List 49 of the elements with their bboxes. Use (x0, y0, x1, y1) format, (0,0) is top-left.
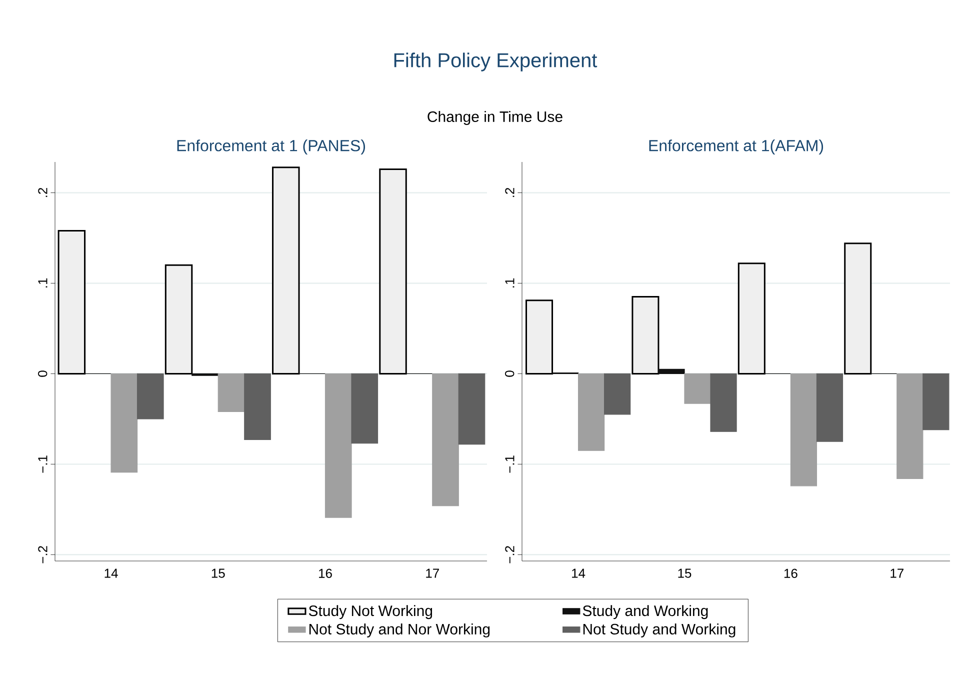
legend-label: Study and Working (582, 605, 708, 620)
bar (604, 373, 631, 415)
bar (244, 373, 271, 440)
y-tick-label: −.2 (38, 546, 48, 564)
y-tick-label: .2 (38, 188, 48, 197)
bar (164, 264, 193, 374)
bar (790, 373, 818, 486)
bar (110, 373, 138, 473)
y-tick-label: .2 (505, 188, 514, 197)
x-tick-label: 16 (784, 568, 798, 578)
chart-title: Enforcement at 1(AFAM) (649, 140, 824, 154)
y-tick-label: 0 (504, 370, 514, 377)
x-tick-label: 17 (890, 568, 904, 578)
bar (526, 300, 554, 374)
x-tick-label: 14 (104, 568, 118, 578)
x-tick-label: 16 (319, 568, 332, 578)
legend-label: Not Study and Working (583, 623, 736, 638)
bar (632, 296, 660, 374)
x-tick-label: 15 (678, 568, 692, 578)
y-tick-label: −.1 (505, 456, 514, 473)
chart-title: Enforcement at 1 (PANES) (177, 140, 366, 154)
bar (710, 373, 737, 432)
bar (738, 262, 766, 374)
bar (844, 242, 872, 374)
bar (658, 368, 685, 374)
legend-label: Not Study and Nor Working (309, 623, 490, 638)
y-tick-label: −.2 (505, 546, 514, 564)
y-tick-label: .1 (505, 278, 514, 288)
bar (684, 373, 711, 404)
x-tick-label: 17 (426, 568, 439, 578)
bar (578, 373, 605, 451)
text: Fifth Policy Experiment (394, 52, 598, 72)
text: Change in Time Use (428, 110, 562, 125)
x-tick-label: 15 (212, 568, 225, 578)
bar (324, 373, 352, 518)
y-tick-label: .1 (38, 278, 48, 288)
bar (922, 373, 950, 430)
bar (58, 230, 86, 374)
bar (351, 373, 378, 444)
x-tick-label: 14 (572, 568, 586, 578)
legend-label: Study Not Working (308, 605, 432, 620)
bar (136, 373, 164, 420)
bar (458, 373, 486, 445)
bar (896, 373, 924, 479)
y-tick-label: 0 (38, 370, 48, 377)
bar (816, 373, 844, 442)
bar (432, 373, 459, 506)
bar (218, 373, 245, 412)
y-tick-label: −.1 (38, 456, 48, 473)
